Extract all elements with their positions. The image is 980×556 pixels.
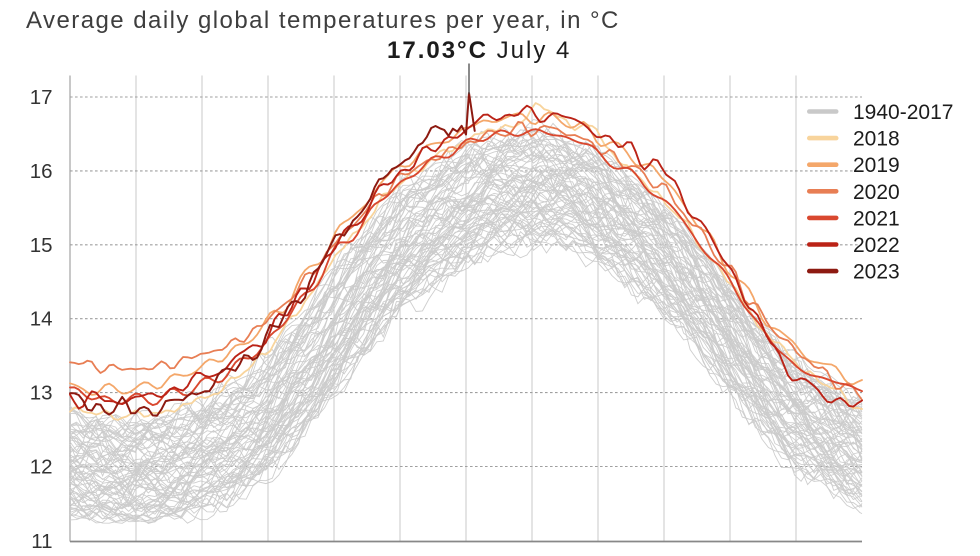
svg-text:11: 11 [31, 530, 52, 551]
svg-text:2018: 2018 [853, 128, 900, 151]
svg-text:17.03°C July 4: 17.03°C July 4 [387, 37, 571, 64]
svg-text:2020: 2020 [853, 181, 900, 204]
svg-text:2022: 2022 [853, 234, 900, 257]
svg-text:1940-2017: 1940-2017 [853, 101, 953, 124]
svg-text:13: 13 [30, 382, 53, 405]
svg-text:14: 14 [30, 308, 53, 331]
svg-text:2021: 2021 [853, 207, 900, 230]
svg-text:2023: 2023 [853, 261, 900, 284]
svg-text:Average daily global temperatu: Average daily global temperatures per ye… [26, 7, 620, 34]
svg-text:2019: 2019 [853, 154, 900, 177]
svg-text:16: 16 [30, 160, 53, 183]
svg-text:12: 12 [30, 456, 53, 479]
svg-text:15: 15 [30, 234, 53, 257]
svg-text:17: 17 [30, 86, 53, 109]
